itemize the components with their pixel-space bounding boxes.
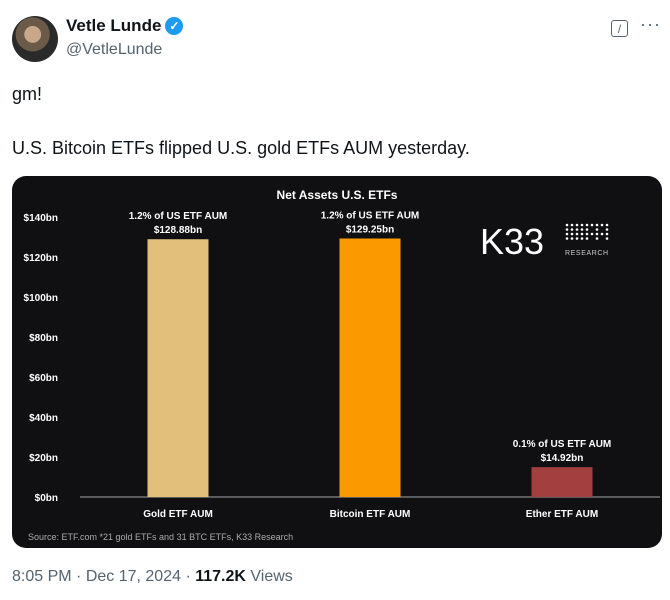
bar [339,238,401,497]
tweet-date[interactable]: Dec 17, 2024 [85,568,181,585]
tweet-meta: 8:05 PM · Dec 17, 2024 · 117.2K Views [12,568,293,585]
logo-dot [595,232,599,236]
logo-dot [565,223,569,227]
logo-dot [570,237,574,240]
bar-annotation-value: $14.92bn [541,453,584,464]
logo-dot [565,228,569,231]
author-handle[interactable]: @VetleLunde [66,41,163,58]
logo-dot [585,237,589,240]
more-options-icon[interactable]: ··· [640,14,661,34]
logo-dot [600,232,604,236]
y-tick-label: $60bn [29,373,58,384]
logo-dot [595,228,599,231]
bar-chart: Net Assets U.S. ETFs $0bn $20bn $40bn $60bn… [24,188,660,542]
logo-dot [580,237,584,240]
y-tick-label: $140bn [24,213,58,224]
bar-annotation-share: 1.2% of US ETF AUM [129,211,228,222]
chart-image[interactable]: Net Assets U.S. ETFs $0bn $20bn $40bn $60bn… [12,176,662,548]
bar-annotation-value: $128.88bn [154,225,202,236]
bar-annotation-value: $129.25bn [346,225,394,236]
bar [531,467,593,497]
logo-dot [580,223,584,227]
y-tick-label: $120bn [24,253,58,264]
tweet-time[interactable]: 8:05 PM [12,568,72,585]
grok-icon[interactable]: / [611,20,628,37]
logo-dot [565,237,569,240]
verified-badge-icon: ✓ [165,17,184,35]
logo-dot [565,232,569,236]
chart-source: Source: ETF.com *21 gold ETFs and 31 BTC… [28,532,293,542]
logo-dot [580,232,584,236]
views-count: 117.2K [195,568,246,585]
logo-dot [585,228,589,231]
logo-dot [605,237,609,240]
logo-dot [575,223,579,227]
logo-dot [605,223,609,227]
logo-dot [585,232,589,236]
logo-dot [585,223,589,227]
logo-dot [590,223,594,227]
logo-dot [570,223,574,227]
bar [147,239,209,498]
y-tick-label: $80bn [29,333,58,344]
logo-subtext: RESEARCH [565,250,609,257]
logo-dot [575,232,579,236]
logo-dot [590,232,594,236]
logo-dot [575,228,579,231]
logo-dot [580,228,584,231]
logo-dot [605,228,609,231]
views-label: Views [250,568,293,585]
logo-dot [595,237,599,240]
k33-logo: K33 RESEARCH [480,221,609,262]
y-tick-label: $20bn [29,453,58,464]
y-tick-label: $100bn [24,293,58,304]
logo-text: K33 [480,221,544,262]
x-category-label: Ether ETF AUM [526,509,598,520]
logo-dot [570,228,574,231]
avatar[interactable] [12,16,58,62]
logo-dot [605,232,609,236]
x-category-label: Bitcoin ETF AUM [330,509,411,520]
tweet-text-line: U.S. Bitcoin ETFs flipped U.S. gold ETFs… [12,138,470,158]
logo-dot [570,232,574,236]
x-category-label: Gold ETF AUM [143,509,213,520]
tweet-text-line: gm! [12,84,43,104]
chart-title: Net Assets U.S. ETFs [277,188,398,202]
bar-annotation-share: 0.1% of US ETF AUM [513,439,612,450]
y-tick-label: $0bn [35,493,58,504]
y-tick-label: $40bn [29,413,58,424]
logo-dot [575,237,579,240]
logo-dot [595,223,599,227]
bar-annotation-share: 1.2% of US ETF AUM [321,211,420,222]
logo-dot [600,223,604,227]
author-name[interactable]: Vetle Lunde ✓ [66,16,184,36]
